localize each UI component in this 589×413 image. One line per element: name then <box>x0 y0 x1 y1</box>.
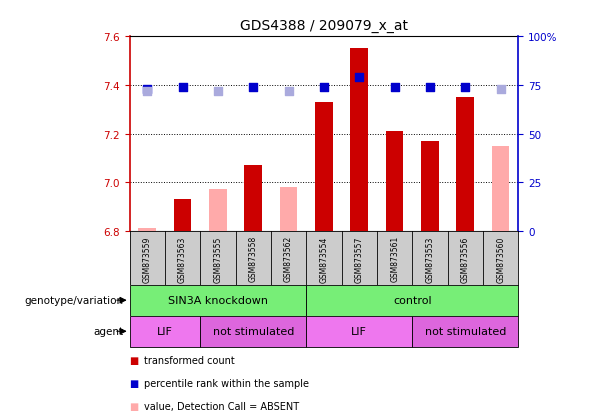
Point <box>319 84 329 91</box>
Bar <box>492 146 509 231</box>
Text: ■: ■ <box>130 401 139 411</box>
Text: GSM873558: GSM873558 <box>249 235 258 282</box>
Point <box>355 75 364 81</box>
Bar <box>386 132 403 231</box>
Title: GDS4388 / 209079_x_at: GDS4388 / 209079_x_at <box>240 19 408 33</box>
Bar <box>209 190 227 231</box>
Point <box>213 88 223 95</box>
Text: GSM873556: GSM873556 <box>461 235 470 282</box>
Text: agent: agent <box>94 326 124 337</box>
Point <box>496 86 505 93</box>
Bar <box>421 142 439 231</box>
Bar <box>315 103 333 231</box>
Point <box>249 84 258 91</box>
Text: ■: ■ <box>130 378 139 388</box>
Text: not stimulated: not stimulated <box>425 326 506 337</box>
Bar <box>306 316 412 347</box>
Point <box>143 86 152 93</box>
Text: genotype/variation: genotype/variation <box>25 295 124 306</box>
Text: control: control <box>393 295 432 306</box>
Text: GSM873561: GSM873561 <box>390 235 399 282</box>
Point <box>284 88 293 95</box>
Text: GSM873560: GSM873560 <box>496 235 505 282</box>
Point <box>461 84 470 91</box>
Text: value, Detection Call = ABSENT: value, Detection Call = ABSENT <box>144 401 299 411</box>
Bar <box>130 316 200 347</box>
Bar <box>280 188 297 231</box>
Text: transformed count: transformed count <box>144 355 235 365</box>
Point <box>425 84 435 91</box>
Text: ■: ■ <box>130 355 139 365</box>
Bar <box>130 285 306 316</box>
Text: LIF: LIF <box>352 326 367 337</box>
Bar <box>456 98 474 231</box>
Point <box>143 88 152 95</box>
Text: SIN3A knockdown: SIN3A knockdown <box>168 295 268 306</box>
Bar <box>412 316 518 347</box>
Text: GSM873559: GSM873559 <box>143 235 152 282</box>
Bar <box>306 285 518 316</box>
Text: GSM873555: GSM873555 <box>213 235 223 282</box>
Text: not stimulated: not stimulated <box>213 326 294 337</box>
Bar <box>350 49 368 231</box>
Text: GSM873563: GSM873563 <box>178 235 187 282</box>
Text: GSM873553: GSM873553 <box>425 235 435 282</box>
Bar <box>138 229 156 231</box>
Bar <box>200 316 306 347</box>
Text: GSM873562: GSM873562 <box>284 235 293 282</box>
Text: GSM873554: GSM873554 <box>319 235 329 282</box>
Bar <box>138 229 156 231</box>
Text: LIF: LIF <box>157 326 173 337</box>
Bar <box>174 200 191 231</box>
Text: percentile rank within the sample: percentile rank within the sample <box>144 378 309 388</box>
Point <box>390 84 399 91</box>
Bar <box>244 166 262 231</box>
Text: GSM873557: GSM873557 <box>355 235 364 282</box>
Point <box>178 84 187 91</box>
